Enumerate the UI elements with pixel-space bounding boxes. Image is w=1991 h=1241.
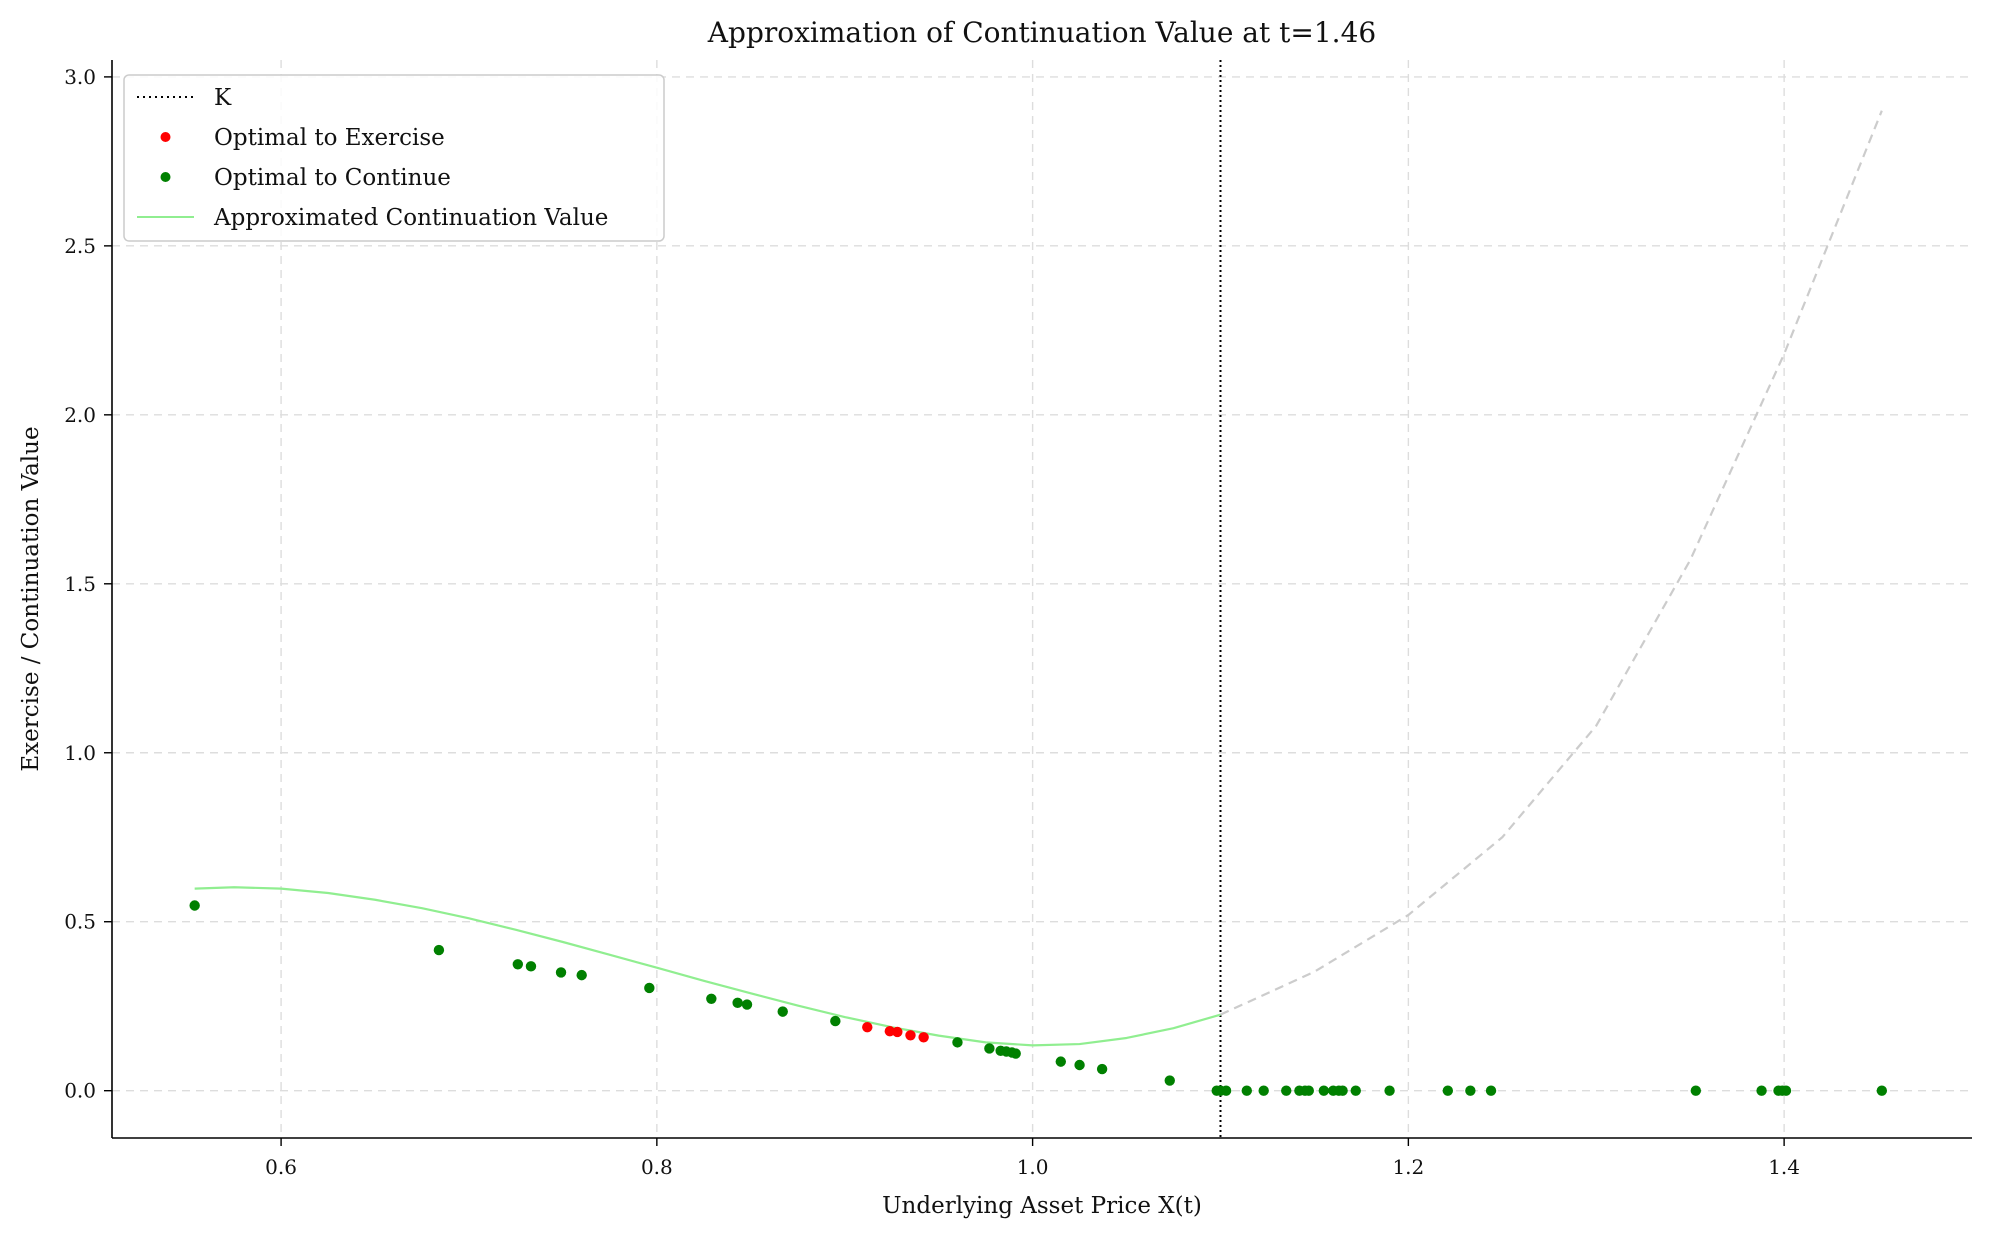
continue-point bbox=[1241, 1085, 1252, 1096]
continue-point bbox=[741, 999, 753, 1010]
legend-box bbox=[123, 74, 665, 242]
continue-point bbox=[1010, 1048, 1021, 1059]
grid bbox=[112, 60, 1972, 1138]
legend-continue-label: Optimal to Continue bbox=[214, 165, 451, 191]
continue-point bbox=[830, 1015, 841, 1027]
continue-point bbox=[644, 982, 655, 994]
y-tick-label: 1.0 bbox=[64, 741, 96, 765]
exercise-point bbox=[918, 1032, 929, 1043]
continue-point bbox=[1780, 1085, 1792, 1096]
x-axis-label: Underlying Asset Price X(t) bbox=[882, 1193, 1202, 1219]
legend-exercise-swatch bbox=[160, 132, 171, 142]
continue-point bbox=[706, 993, 717, 1004]
continue-point bbox=[732, 997, 743, 1009]
continue-point bbox=[1465, 1085, 1476, 1096]
x-tick-label: 0.6 bbox=[265, 1155, 297, 1179]
exercise-point bbox=[862, 1021, 873, 1033]
x-tick-label: 0.8 bbox=[641, 1155, 673, 1179]
continue-point bbox=[1096, 1063, 1108, 1075]
continue-point bbox=[555, 967, 567, 978]
y-axis-label: Exercise / Continuation Value bbox=[18, 426, 44, 771]
y-tick-label: 2.0 bbox=[64, 403, 96, 427]
continue-point bbox=[1690, 1085, 1702, 1096]
y-tick-label: 0.0 bbox=[64, 1079, 96, 1103]
legend-continuation-label: Approximated Continuation Value bbox=[213, 205, 608, 231]
legend-exercise-label: Optimal to Exercise bbox=[214, 125, 445, 151]
exercise-point bbox=[892, 1026, 903, 1038]
legend-k-label: K bbox=[214, 85, 232, 111]
y-tick-label: 1.5 bbox=[64, 572, 96, 596]
chart-title: Approximation of Continuation Value at t… bbox=[707, 16, 1376, 49]
continue-point bbox=[512, 959, 524, 970]
x-tick-label: 1.0 bbox=[1017, 1155, 1049, 1179]
continue-point bbox=[1318, 1085, 1330, 1096]
continue-point bbox=[1220, 1085, 1232, 1096]
continue-point bbox=[576, 969, 587, 981]
exercise-point bbox=[884, 1026, 896, 1037]
continue-point bbox=[525, 961, 537, 972]
continue-point bbox=[1876, 1085, 1888, 1096]
legend: K Optimal to Exercise Optimal to Continu… bbox=[123, 74, 665, 242]
continue-point bbox=[1442, 1085, 1454, 1096]
continue-point bbox=[433, 944, 445, 956]
continue-point bbox=[1281, 1085, 1292, 1096]
continue-point bbox=[1074, 1059, 1085, 1071]
y-tick-label: 2.5 bbox=[64, 234, 96, 258]
continue-point bbox=[777, 1006, 788, 1017]
continue-point bbox=[1485, 1085, 1497, 1096]
continuation-value-extension-line bbox=[1220, 110, 1883, 1016]
continue-point bbox=[1258, 1085, 1269, 1096]
legend-continue-swatch bbox=[160, 172, 171, 182]
x-tick-label: 1.2 bbox=[1392, 1155, 1424, 1179]
axes bbox=[111, 60, 1972, 1139]
continue-point bbox=[1756, 1085, 1767, 1096]
continue-point bbox=[1055, 1056, 1066, 1067]
continue-point bbox=[1350, 1085, 1361, 1096]
continue-point bbox=[952, 1037, 963, 1048]
x-tick-label: 1.4 bbox=[1768, 1155, 1800, 1179]
continue-point bbox=[1384, 1085, 1395, 1096]
continue-point bbox=[189, 900, 200, 911]
continue-point bbox=[1303, 1085, 1314, 1096]
exercise-point bbox=[905, 1030, 916, 1041]
continue-point bbox=[984, 1043, 995, 1054]
continuation-value-line bbox=[194, 886, 1221, 1047]
continue-point bbox=[1164, 1075, 1175, 1086]
ticks: 0.6 0.8 1.0 1.2 1.4 0.0 0.5 1.0 1.5 2.0 2.5 3.0 bbox=[64, 65, 1800, 1179]
y-tick-label: 0.5 bbox=[64, 910, 96, 934]
continue-point bbox=[1337, 1085, 1348, 1096]
plot-area bbox=[189, 60, 1888, 1138]
y-tick-label: 3.0 bbox=[64, 65, 96, 89]
